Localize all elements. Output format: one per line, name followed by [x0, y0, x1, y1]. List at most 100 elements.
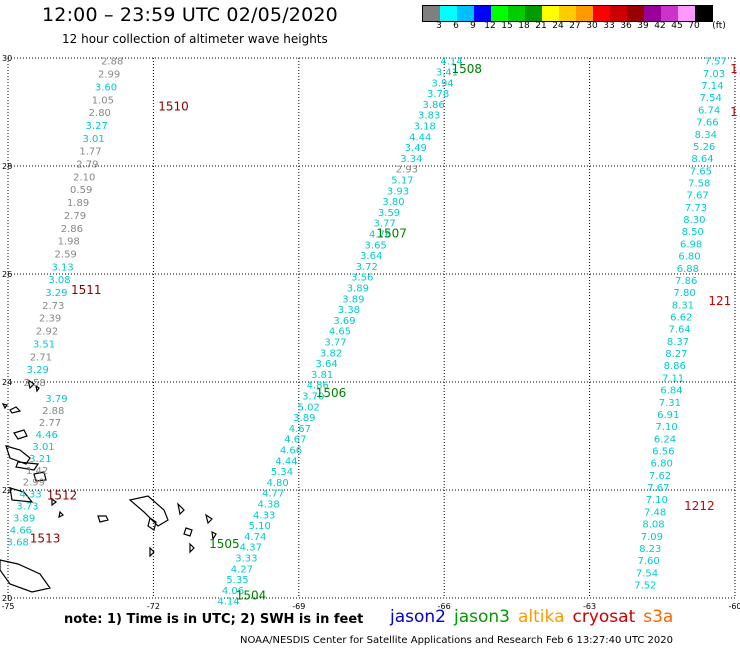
swh-value: 4.67 [284, 435, 306, 446]
swh-value: 2.71 [30, 352, 52, 363]
swh-value: 3.41 [436, 68, 458, 79]
colorbar-swatch [508, 6, 525, 21]
orbit-track-id: 1510 [158, 100, 189, 114]
colorbar-tick-label: (ft) [712, 21, 726, 31]
swh-value: 4.44 [409, 132, 431, 143]
colorbar-tick-label: 3 [436, 21, 442, 31]
swh-value: 2.92 [36, 327, 58, 338]
swh-value: 6.24 [654, 434, 676, 445]
colorbar-tick-label: 42 [654, 21, 666, 31]
swh-value: 7.03 [703, 69, 725, 80]
swh-value: 7.14 [701, 81, 723, 92]
lon-tick-label: -69 [292, 602, 305, 611]
swh-value: 3.78 [427, 89, 449, 100]
orbit-track-id: 1508 [451, 62, 482, 76]
swh-value: 3.13 [51, 262, 73, 273]
swh-value: 6.88 [677, 264, 699, 275]
orbit-track-id: 1 [730, 105, 738, 119]
swh-value: 3.56 [351, 273, 373, 284]
swh-value: 2.10 [73, 172, 95, 183]
colorbar-tick-label: 24 [552, 21, 564, 31]
colorbar-tick-label: 18 [518, 21, 530, 31]
swh-value: 1.98 [58, 237, 80, 248]
swh-value: 7.57 [704, 57, 726, 68]
swh-value: 1.77 [79, 147, 101, 158]
swh-value: 2.99 [98, 70, 120, 81]
legend-altika: altika [518, 607, 565, 627]
swh-value: 8.34 [695, 130, 717, 141]
swh-value: 7.54 [636, 568, 658, 579]
swh-value: 7.65 [690, 166, 712, 177]
orbit-track-id: 1504 [236, 588, 267, 602]
swh-value: 3.72 [356, 262, 378, 273]
swh-value: 2.73 [42, 301, 64, 312]
swh-value: 7.80 [673, 288, 695, 299]
swh-value: 4.06 [222, 586, 244, 597]
swh-value: 6.56 [652, 447, 674, 458]
orbit-track-id: 1511 [71, 283, 102, 297]
swh-value: 2.88 [42, 406, 64, 417]
swh-value: 2.86 [61, 224, 83, 235]
swh-value: 1.89 [67, 198, 89, 209]
colorbar-swatch [610, 6, 627, 21]
swh-value: 4.27 [231, 564, 253, 575]
lon-tick-label: -60 [728, 602, 740, 611]
colorbar-tick-label: 45 [671, 21, 683, 31]
swh-value: 3.49 [405, 143, 427, 154]
lon-tick-label: -75 [1, 602, 14, 611]
island-shape [0, 378, 217, 593]
legend-cryosat: cryosat [572, 607, 636, 627]
swh-value: 2.58 [24, 378, 46, 389]
colorbar-swatch [491, 6, 508, 21]
swh-value: 7.09 [641, 532, 663, 543]
swh-value: 8.08 [642, 520, 664, 531]
swh-value: 2.79 [76, 160, 98, 171]
colorbar-tick-label: 21 [535, 21, 547, 31]
swh-values: 2.882.993.601.052.803.273.011.772.792.10… [7, 57, 727, 608]
orbit-track-ids: 1510151115121513150415051506150715081212… [30, 62, 738, 602]
wave-height-colorbar [422, 5, 713, 22]
swh-value: 2.77 [39, 418, 61, 429]
swh-value: 6.80 [678, 252, 700, 263]
credit-line: NOAA/NESDIS Center for Satellite Applica… [240, 635, 673, 646]
swh-value: 7.67 [647, 483, 669, 494]
swh-value: 8.50 [682, 227, 704, 238]
colorbar-tick-label: 9 [470, 21, 476, 31]
orbit-track-id: 1507 [376, 227, 407, 241]
swh-value: 5.35 [226, 575, 248, 586]
swh-value: 3.89 [13, 513, 35, 524]
swh-value: 3.89 [293, 413, 315, 424]
swh-value: 3.60 [95, 82, 117, 93]
swh-value: 3.77 [324, 338, 346, 349]
swh-value: 7.62 [649, 471, 671, 482]
swh-value: 3.18 [414, 122, 436, 133]
swh-value: 7.48 [644, 507, 666, 518]
swh-value: 3.64 [315, 359, 337, 370]
swh-value: 3.68 [7, 537, 29, 548]
swh-value: 7.64 [669, 325, 691, 336]
swh-value: 0.59 [70, 185, 92, 196]
orbit-track-id: 1505 [209, 537, 240, 551]
colorbar-tick-label: 39 [637, 21, 649, 31]
swh-value: 6.80 [651, 459, 673, 470]
swh-value: 7.10 [646, 495, 668, 506]
swh-value: 5.17 [391, 176, 413, 187]
swh-value: 7.66 [696, 118, 718, 129]
swh-value: 6.98 [680, 239, 702, 250]
swh-value: 6.84 [660, 386, 682, 397]
swh-value: 3.83 [418, 111, 440, 122]
swh-value: 8.86 [664, 361, 686, 372]
lat-lon-grid: 30 28 26 24 22 20-75 -72 -69 -66 -63 -60 [1, 54, 740, 611]
lon-tick-label: -63 [583, 602, 596, 611]
colorbar-swatch [695, 6, 712, 21]
swh-value: 3.79 [45, 394, 67, 405]
swh-value: 7.73 [685, 203, 707, 214]
swh-value: 5.02 [298, 402, 320, 413]
colorbar-swatch [576, 6, 593, 21]
colorbar-swatch [678, 6, 695, 21]
lat-tick-label: 22 [2, 486, 12, 495]
colorbar-tick-label: 15 [501, 21, 513, 31]
swh-value: 4.46 [36, 430, 58, 441]
orbit-track-id: 1 [730, 62, 738, 76]
